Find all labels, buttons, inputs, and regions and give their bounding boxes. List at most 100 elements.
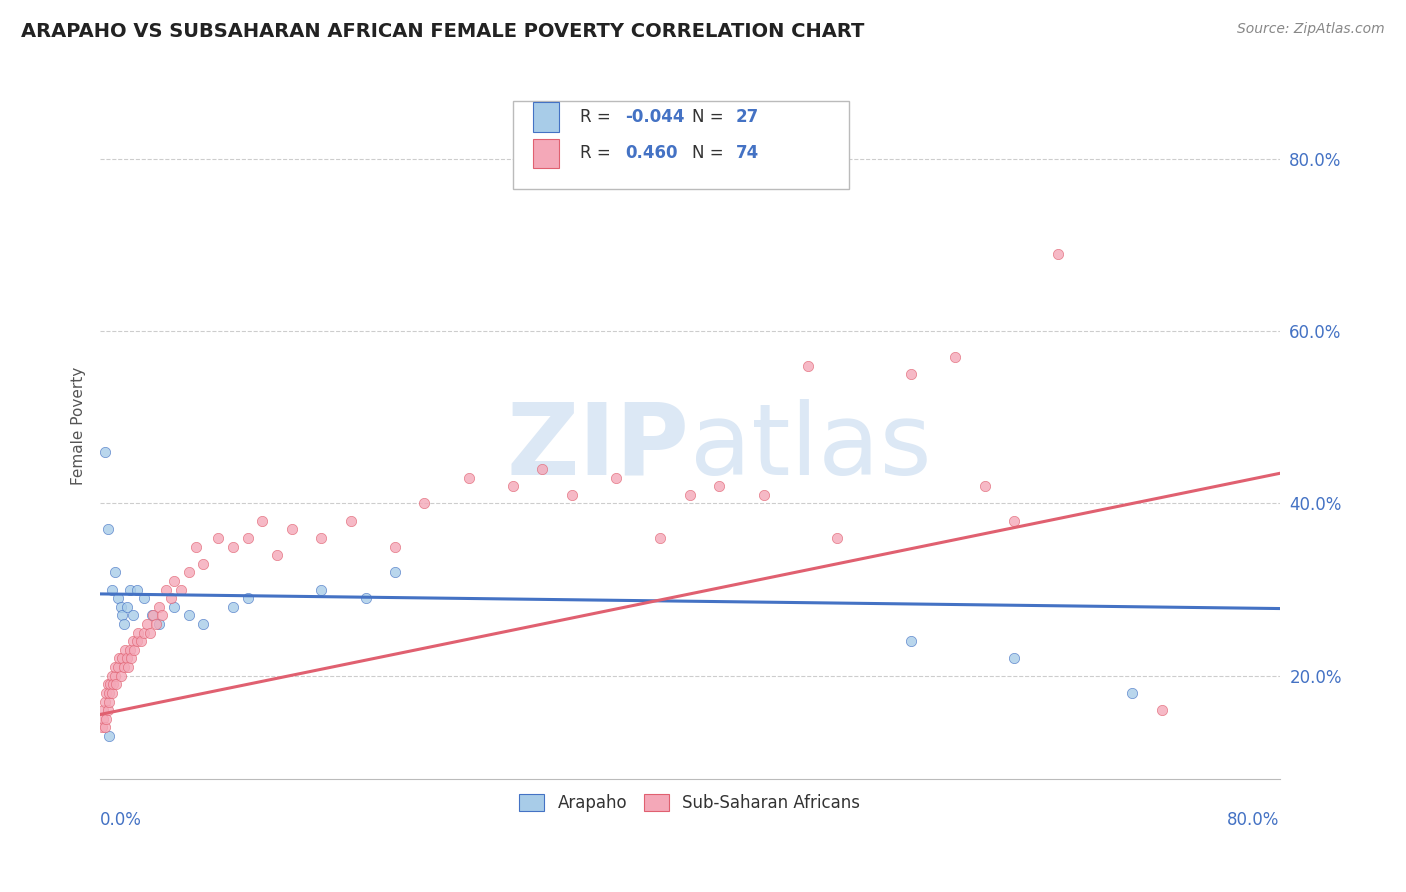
Point: [111, 608, 134, 623]
Point: [170, 582, 193, 597]
Point: [107, 591, 129, 606]
Point: [145, 617, 167, 632]
Point: [142, 608, 165, 623]
Point: [384, 566, 406, 580]
Point: [91, 712, 114, 726]
Point: [101, 686, 124, 700]
Point: [125, 634, 148, 648]
Point: [108, 651, 131, 665]
Point: [93, 720, 115, 734]
Point: [222, 540, 245, 554]
Point: [122, 643, 145, 657]
Point: [236, 591, 259, 606]
Point: [266, 548, 288, 562]
Text: 74: 74: [735, 145, 759, 162]
Point: [1002, 651, 1025, 665]
Point: [193, 557, 215, 571]
Point: [900, 368, 922, 382]
Point: [236, 531, 259, 545]
Point: [98, 686, 121, 700]
Point: [709, 479, 731, 493]
Point: [107, 660, 129, 674]
Point: [115, 651, 138, 665]
Point: [148, 599, 170, 614]
Point: [131, 634, 153, 648]
Point: [973, 479, 995, 493]
Point: [163, 599, 186, 614]
Point: [93, 445, 115, 459]
Point: [752, 488, 775, 502]
Text: ARAPAHO VS SUBSAHARAN AFRICAN FEMALE POVERTY CORRELATION CHART: ARAPAHO VS SUBSAHARAN AFRICAN FEMALE POV…: [21, 22, 865, 41]
Point: [177, 566, 200, 580]
FancyBboxPatch shape: [533, 102, 560, 132]
Point: [134, 625, 156, 640]
Point: [112, 660, 135, 674]
Point: [94, 712, 117, 726]
Point: [125, 582, 148, 597]
Point: [121, 634, 143, 648]
Point: [1047, 247, 1070, 261]
Point: [104, 566, 127, 580]
Point: [561, 488, 583, 502]
Text: N =: N =: [692, 145, 730, 162]
Point: [150, 608, 173, 623]
Point: [193, 617, 215, 632]
Point: [110, 669, 132, 683]
Point: [311, 531, 333, 545]
Point: [91, 703, 114, 717]
Point: [96, 703, 118, 717]
Y-axis label: Female Poverty: Female Poverty: [72, 367, 86, 485]
Point: [163, 574, 186, 588]
Point: [101, 669, 124, 683]
Point: [311, 582, 333, 597]
Point: [98, 729, 121, 743]
Point: [117, 660, 139, 674]
Point: [650, 531, 672, 545]
Point: [1121, 686, 1143, 700]
Point: [101, 582, 124, 597]
Point: [339, 514, 361, 528]
FancyBboxPatch shape: [533, 138, 560, 169]
Point: [105, 677, 128, 691]
Point: [281, 522, 304, 536]
Text: R =: R =: [581, 108, 616, 126]
Text: 27: 27: [735, 108, 759, 126]
Point: [90, 720, 112, 734]
Point: [1150, 703, 1173, 717]
Point: [413, 496, 436, 510]
Point: [103, 677, 125, 691]
Point: [605, 471, 627, 485]
Text: N =: N =: [692, 108, 730, 126]
Text: atlas: atlas: [690, 399, 931, 496]
Point: [136, 617, 159, 632]
Point: [94, 686, 117, 700]
Point: [184, 540, 207, 554]
Point: [827, 531, 849, 545]
Point: [797, 359, 820, 373]
Point: [121, 608, 143, 623]
FancyBboxPatch shape: [513, 101, 849, 189]
Point: [354, 591, 377, 606]
Point: [112, 617, 135, 632]
Text: 0.460: 0.460: [626, 145, 678, 162]
Text: Source: ZipAtlas.com: Source: ZipAtlas.com: [1237, 22, 1385, 37]
Point: [160, 591, 183, 606]
Point: [531, 462, 554, 476]
Point: [134, 591, 156, 606]
Point: [115, 599, 138, 614]
Point: [679, 488, 702, 502]
Point: [111, 651, 134, 665]
Point: [155, 582, 177, 597]
Point: [900, 634, 922, 648]
Text: ZIP: ZIP: [508, 399, 690, 496]
Text: 80.0%: 80.0%: [1227, 811, 1279, 829]
Point: [93, 694, 115, 708]
Legend: Arapaho, Sub-Saharan Africans: Arapaho, Sub-Saharan Africans: [513, 788, 868, 819]
Point: [457, 471, 479, 485]
Point: [252, 514, 274, 528]
Point: [177, 608, 200, 623]
Point: [222, 599, 245, 614]
Text: R =: R =: [581, 145, 616, 162]
Point: [104, 669, 127, 683]
Point: [110, 599, 132, 614]
